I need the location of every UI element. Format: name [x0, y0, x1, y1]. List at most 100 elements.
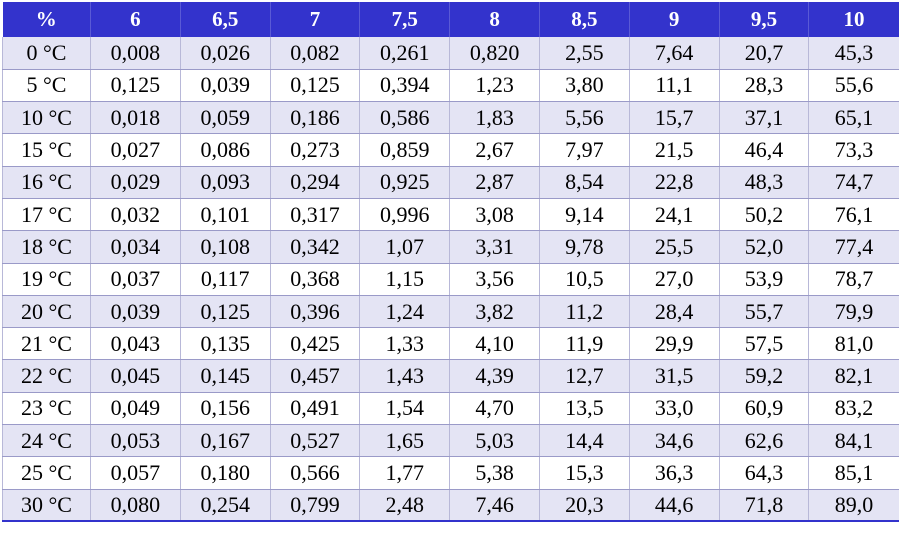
value-cell: 9,14 [539, 198, 630, 232]
value-cell: 1,23 [449, 69, 540, 103]
value-cell: 0,039 [90, 295, 181, 329]
value-cell: 0,026 [180, 37, 271, 70]
value-cell: 0,049 [90, 392, 181, 426]
value-cell: 55,6 [808, 69, 899, 103]
temperature-cell: 0 °C [2, 37, 91, 70]
value-cell: 1,77 [359, 456, 451, 490]
value-cell: 1,24 [359, 295, 451, 329]
header-cell-ph: 10 [843, 7, 865, 31]
temperature-cell: 18 °C [2, 230, 91, 264]
value-cell: 5,03 [449, 424, 540, 458]
value-cell: 25,5 [629, 230, 720, 264]
temperature-cell: 10 °C [2, 101, 91, 135]
value-cell: 14,4 [539, 424, 630, 458]
value-cell: 4,39 [449, 359, 540, 393]
value-cell: 31,5 [629, 359, 720, 393]
value-cell: 1,33 [359, 327, 451, 361]
value-cell: 48,3 [719, 166, 810, 199]
value-cell: 0,034 [90, 230, 181, 264]
table-row: 5 °C 0,125 0,039 0,125 0,394 1,23 3,80 11,1 28,3… [2, 69, 899, 103]
value-cell: 0,527 [270, 424, 361, 458]
value-cell: 0,156 [180, 392, 271, 426]
value-cell: 0,586 [359, 101, 451, 135]
value-cell: 0,057 [90, 456, 181, 490]
value-cell: 0,053 [90, 424, 181, 458]
table-row: 15 °C 0,027 0,086 0,273 0,859 2,67 7,97 21,5 46,… [2, 133, 899, 167]
value-cell: 0,799 [270, 489, 361, 522]
value-cell: 1,54 [359, 392, 451, 426]
value-cell: 0,167 [180, 424, 271, 458]
ammonia-table: % 6 6,5 7 7,5 8 8,5 9 9,5 10 0 °C 0,008 0,026 0,082 0… [2, 2, 899, 523]
value-cell: 3,80 [539, 69, 630, 103]
value-cell: 74,7 [808, 166, 899, 199]
value-cell: 77,4 [808, 230, 899, 264]
value-cell: 0,043 [90, 327, 181, 361]
value-cell: 1,15 [359, 263, 451, 296]
value-cell: 0,254 [180, 489, 271, 522]
value-cell: 0,491 [270, 392, 361, 426]
header-cell-ph: 9 [629, 2, 720, 37]
value-cell: 0,425 [270, 327, 361, 361]
value-cell: 53,9 [719, 263, 810, 296]
temperature-cell: 25 °C [2, 456, 91, 490]
value-cell: 0,996 [359, 198, 451, 232]
value-cell: 0,029 [90, 166, 181, 199]
value-cell: 52,0 [719, 230, 810, 264]
value-cell: 62,6 [719, 424, 810, 458]
value-cell: 21,5 [629, 133, 720, 167]
header-cell-ph: 7 [270, 2, 361, 37]
value-cell: 2,48 [359, 489, 451, 522]
value-cell: 4,10 [449, 327, 540, 361]
value-cell: 0,820 [449, 37, 540, 70]
value-cell: 20,7 [719, 37, 810, 70]
value-cell: 0,180 [180, 456, 271, 490]
header-cell-ph: 6 [90, 2, 181, 37]
value-cell: 8,54 [539, 166, 630, 199]
data-table-container: % 6 6,5 7 7,5 8 8,5 9 9,5 10 0 °C 0,008 0,026 0,082 0… [2, 2, 899, 523]
value-cell: 0,117 [180, 263, 271, 296]
value-cell: 37,1 [719, 101, 810, 135]
value-cell: 0,037 [90, 263, 181, 296]
table-row: 0 °C 0,008 0,026 0,082 0,261 0,820 2,55 7,64 20,… [2, 37, 899, 70]
value-cell: 11,2 [539, 295, 630, 329]
value-cell: 46,4 [719, 133, 810, 167]
value-cell: 27,0 [629, 263, 720, 296]
value-cell: 22,8 [629, 166, 720, 199]
value-cell: 11,9 [539, 327, 630, 361]
value-cell: 0,125 [90, 69, 181, 103]
temperature-cell: 21 °C [2, 327, 91, 361]
value-cell: 1,07 [359, 230, 451, 264]
table-row: 25 °C 0,057 0,180 0,566 1,77 5,38 15,3 36,3 64,3… [2, 456, 899, 490]
value-cell: 3,82 [449, 295, 540, 329]
value-cell: 79,9 [808, 295, 899, 329]
value-cell: 5,38 [449, 456, 540, 490]
value-cell: 0,145 [180, 359, 271, 393]
temperature-cell: 30 °C [2, 489, 91, 522]
value-cell: 64,3 [719, 456, 810, 490]
temperature-cell: 16 °C [2, 166, 91, 199]
table-row: 17 °C 0,032 0,101 0,317 0,996 3,08 9,14 24,1 50,… [2, 198, 899, 232]
temperature-cell: 22 °C [2, 359, 91, 393]
value-cell: 3,31 [449, 230, 540, 264]
value-cell: 0,457 [270, 359, 361, 393]
value-cell: 7,46 [449, 489, 540, 522]
value-cell: 0,135 [180, 327, 271, 361]
value-cell: 15,3 [539, 456, 630, 490]
value-cell: 4,70 [449, 392, 540, 426]
header-cell-percent: % [2, 2, 91, 37]
value-cell: 55,7 [719, 295, 810, 329]
header-cell-ph: 8 [449, 2, 540, 37]
value-cell: 0,273 [270, 133, 361, 167]
table-row: 30 °C 0,080 0,254 0,799 2,48 7,46 20,3 44,6 71,8… [2, 489, 899, 522]
value-cell: 84,1 [808, 424, 899, 458]
value-cell: 0,018 [90, 101, 181, 135]
value-cell: 0,108 [180, 230, 271, 264]
value-cell: 1,65 [359, 424, 451, 458]
value-cell: 0,396 [270, 295, 361, 329]
value-cell: 36,3 [629, 456, 720, 490]
temperature-cell: 24 °C [2, 424, 91, 458]
value-cell: 9,78 [539, 230, 630, 264]
value-cell: 15,7 [629, 101, 720, 135]
value-cell: 10,5 [539, 263, 630, 296]
value-cell: 29,9 [629, 327, 720, 361]
